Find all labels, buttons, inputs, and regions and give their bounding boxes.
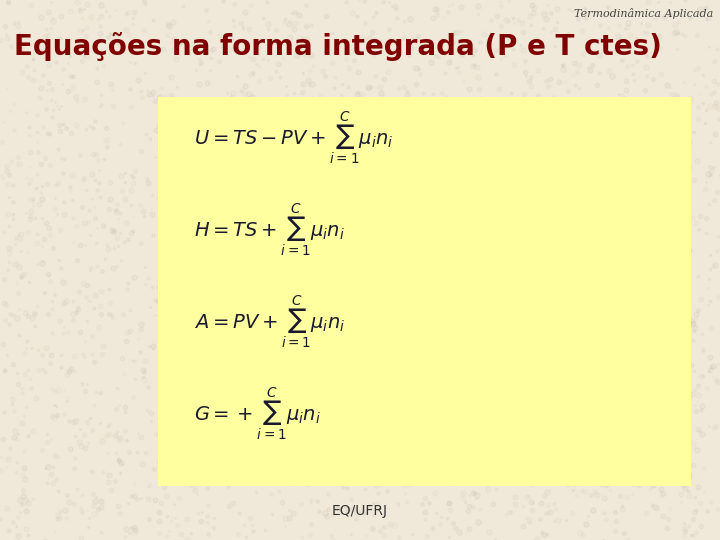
Text: Termodinâmica Aplicada: Termodinâmica Aplicada xyxy=(574,8,713,19)
Text: $G =  + \sum_{i=1}^{C} \mu_i n_i$: $G = + \sum_{i=1}^{C} \mu_i n_i$ xyxy=(194,384,321,442)
Text: Equações na forma integrada (P e T ctes): Equações na forma integrada (P e T ctes) xyxy=(14,32,662,62)
Text: $U = TS - PV + \sum_{i=1}^{C} \mu_i n_i$: $U = TS - PV + \sum_{i=1}^{C} \mu_i n_i$ xyxy=(194,109,394,166)
Text: $H = TS + \sum_{i=1}^{C} \mu_i n_i$: $H = TS + \sum_{i=1}^{C} \mu_i n_i$ xyxy=(194,201,346,258)
Text: EQ/UFRJ: EQ/UFRJ xyxy=(332,504,388,518)
Text: $A = PV + \sum_{i=1}^{C} \mu_i n_i$: $A = PV + \sum_{i=1}^{C} \mu_i n_i$ xyxy=(194,293,346,350)
FancyBboxPatch shape xyxy=(158,97,691,486)
